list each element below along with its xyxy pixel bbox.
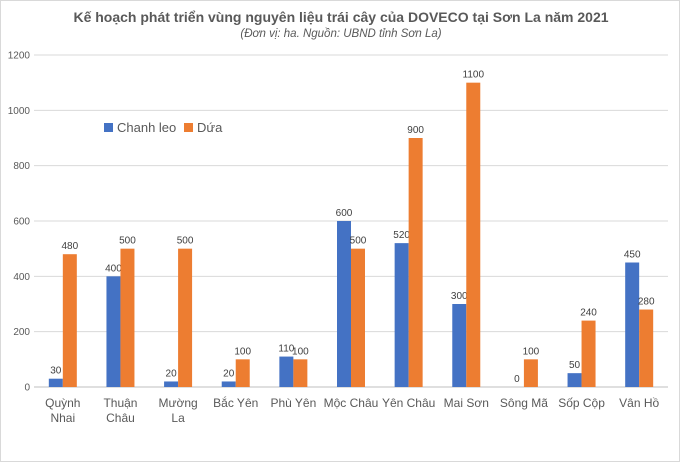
x-category-label: Vân Hồ	[619, 396, 659, 410]
bar-dua	[235, 359, 250, 387]
bar-chanh-leo	[221, 381, 236, 387]
x-category-label: Thuận	[103, 396, 137, 410]
chart-title: Kế hoạch phát triển vùng nguyên liệu trá…	[73, 9, 609, 25]
bar-chanh-leo	[48, 378, 63, 387]
legend-label: Dứa	[197, 120, 223, 135]
data-label: 20	[166, 368, 178, 379]
bar-chanh-leo	[394, 243, 409, 387]
bar-dua	[120, 248, 135, 387]
legend-label: Chanh leo	[117, 120, 176, 135]
y-tick-label: 1200	[8, 51, 31, 62]
x-category-label: Yên Châu	[382, 396, 435, 410]
y-tick-label: 400	[13, 272, 30, 283]
x-category-label: Nhai	[50, 411, 75, 425]
bar-dua	[466, 82, 481, 388]
data-label: 100	[292, 346, 309, 357]
bar-dua	[581, 320, 596, 387]
bar-chanh-leo	[164, 381, 179, 387]
x-category-label: Bắc Yên	[213, 395, 258, 410]
y-tick-label: 1000	[8, 106, 31, 117]
data-label: 450	[624, 250, 641, 261]
y-tick-label: 800	[13, 161, 30, 172]
legend-swatch	[104, 123, 113, 132]
x-category-label: Mường	[158, 396, 197, 410]
data-label: 500	[350, 236, 367, 247]
y-tick-label: 200	[13, 327, 30, 338]
bar-dua	[523, 359, 538, 387]
bar-dua	[639, 309, 654, 387]
data-label: 110	[278, 344, 294, 355]
bar-dua	[293, 359, 308, 387]
data-label: 520	[393, 230, 410, 241]
x-category-label: Phù Yên	[270, 396, 316, 410]
data-label: 0	[514, 374, 520, 385]
data-label: 280	[638, 297, 655, 308]
x-category-label: Mộc Châu	[324, 396, 379, 410]
data-label: 1100	[463, 70, 485, 81]
bar-chanh-leo	[106, 276, 121, 387]
x-category-label: La	[171, 411, 185, 425]
data-label: 100	[523, 346, 540, 357]
bar-chanh-leo	[279, 356, 294, 387]
data-label: 900	[407, 125, 424, 136]
y-tick-label: 600	[13, 217, 30, 228]
data-label: 500	[177, 236, 194, 247]
chart-subtitle: (Đơn vị: ha. Nguồn: UBND tỉnh Sơn La)	[240, 28, 442, 40]
bar-dua	[62, 254, 77, 387]
bar-chanh-leo	[337, 221, 351, 387]
x-category-label: Châu	[106, 411, 135, 425]
bar-dua	[351, 248, 365, 387]
x-category-label: Sốp Cộp	[558, 396, 605, 410]
x-category-label: Sông Mã	[500, 396, 548, 410]
bar-dua	[178, 248, 193, 387]
bar-chanh-leo	[452, 304, 467, 387]
data-label: 100	[234, 346, 251, 357]
data-label: 600	[336, 208, 353, 219]
bar-chanh-leo	[625, 262, 640, 387]
data-label: 500	[119, 236, 136, 247]
x-category-label: Mai Sơn	[444, 396, 489, 410]
data-label: 300	[451, 291, 468, 302]
data-label: 30	[50, 366, 62, 377]
bar-chanh-leo	[567, 373, 582, 387]
data-label: 480	[61, 241, 78, 252]
legend-swatch	[184, 123, 193, 132]
data-label: 50	[569, 360, 581, 371]
y-tick-label: 0	[24, 383, 30, 394]
data-label: 400	[105, 263, 122, 274]
data-label: 240	[580, 308, 597, 319]
bar-dua	[408, 138, 423, 387]
data-label: 20	[223, 368, 235, 379]
x-category-label: Quỳnh	[45, 396, 80, 410]
